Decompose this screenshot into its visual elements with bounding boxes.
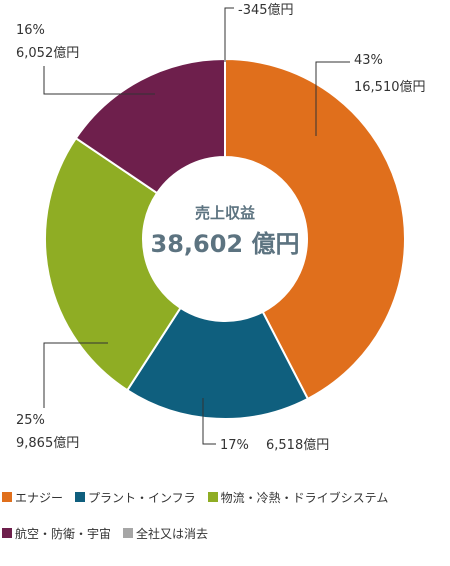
legend-row-1: エナジー プラント・インフラ 物流・冷熱・ドライブシステム: [2, 486, 450, 508]
center-total-value: 38,602 億円: [151, 230, 300, 258]
energy-leader-line: [315, 61, 350, 136]
leader-lines: [43, 7, 350, 445]
legend-swatch-corporate-elimination: [123, 528, 134, 538]
plant-infra-leader-line: [202, 398, 216, 445]
legend-item-plant-infra: プラント・インフラ: [75, 489, 196, 506]
aerospace-leader-line: [43, 66, 155, 95]
energy-slice: [224, 57, 406, 401]
plant-infra-slice: [125, 306, 310, 420]
energy-amount-label: 16,510億円: [354, 79, 426, 95]
legend-swatch-aerospace: [2, 528, 12, 538]
corporate-elimination-leader-line: [224, 7, 234, 62]
legend-swatch-plant-infra: [75, 492, 86, 502]
aerospace-slice: [74, 57, 226, 195]
legend-swatch-logistics: [207, 492, 218, 502]
logistics-slice: [44, 136, 182, 392]
legend-swatch-energy: [2, 492, 12, 502]
legend-item-logistics: 物流・冷熱・ドライブシステム: [207, 489, 389, 506]
donut-chart: 43% 16,510億円 17% 6,518億円 25% 9,865億円 16%…: [16, 2, 426, 453]
legend-item-corporate-elimination: 全社又は消去: [123, 525, 208, 542]
aerospace-amount-label: 6,052億円: [16, 45, 79, 61]
legend-label-energy: エナジー: [15, 490, 64, 505]
center-title: 売上収益: [195, 204, 255, 222]
legend-label-corporate-elimination: 全社又は消去: [136, 526, 209, 541]
legend-label-logistics: 物流・冷熱・ドライブシステム: [220, 490, 389, 505]
legend-item-energy: エナジー: [2, 489, 63, 506]
legend-label-aerospace: 航空・防衛・宇宙: [15, 526, 112, 541]
legend-row-2: 航空・防衛・宇宙 全社又は消去: [2, 522, 450, 544]
plant-infra-percent-label: 17%: [220, 438, 249, 453]
energy-percent-label: 43%: [354, 53, 383, 68]
logistics-percent-label: 25%: [16, 413, 45, 428]
aerospace-percent-label: 16%: [16, 23, 45, 38]
legend-item-aerospace: 航空・防衛・宇宙: [2, 525, 111, 542]
corporate-elimination-amount-label: -345億円: [238, 2, 294, 18]
legend-label-plant-infra: プラント・インフラ: [88, 490, 196, 505]
legend: エナジー プラント・インフラ 物流・冷熱・ドライブシステム 航空・防衛・宇宙 全…: [2, 486, 450, 558]
logistics-leader-line: [43, 342, 108, 408]
donut-slices: [44, 57, 406, 420]
plant-infra-amount-label: 6,518億円: [266, 437, 329, 453]
logistics-amount-label: 9,865億円: [16, 435, 79, 451]
